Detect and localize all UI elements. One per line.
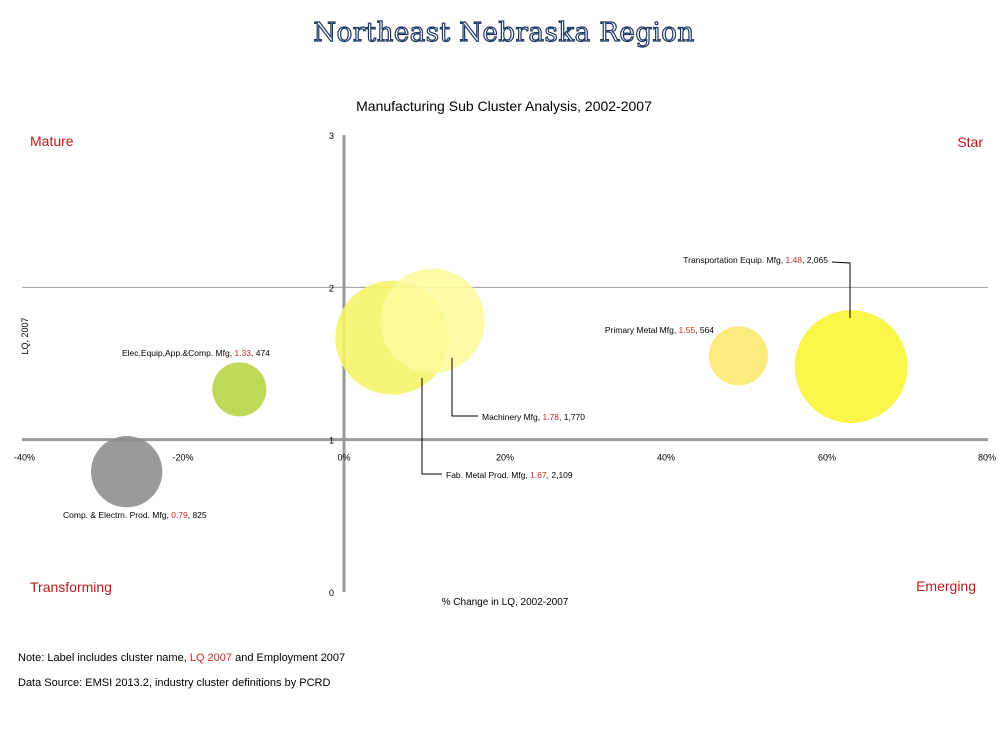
- bubble: [708, 326, 768, 386]
- bubble-label: Primary Metal Mfg, 1.55, 564: [605, 325, 714, 335]
- data-labels: Transportation Equip. Mfg, 1.48, 2,065 Pr…: [63, 255, 828, 520]
- bubble-label: Transportation Equip. Mfg, 1.48, 2,065: [683, 255, 828, 265]
- quadrant-emerging: Emerging: [916, 578, 976, 594]
- chart-title: Manufacturing Sub Cluster Analysis, 2002…: [356, 98, 652, 114]
- tick-labels: -40% -20% 0% 20% 40% 60% 80% 0 1 2 3: [14, 131, 996, 598]
- leader-line: [831, 261, 851, 318]
- note-lq: LQ 2007: [189, 652, 233, 664]
- x-tick-label: 0%: [337, 453, 350, 463]
- bubble: [90, 436, 163, 508]
- leader-line: [421, 378, 442, 475]
- x-tick-label: 40%: [657, 453, 675, 463]
- region-title: Northeast Nebraska Region: [313, 17, 695, 48]
- note-suffix: and Employment 2007: [235, 652, 346, 664]
- bubble-label: Comp. & Electrn. Prod. Mfg, 0.79, 825: [63, 510, 207, 520]
- bubble-label: Fab. Metal Prod. Mfg, 1.67, 2,109: [446, 470, 573, 480]
- leader-line: [451, 358, 478, 417]
- y-tick-label: 1: [329, 436, 334, 446]
- bubble: [794, 310, 908, 423]
- bubble-label: Machinery Mfg, 1.78, 1,770: [482, 412, 585, 422]
- x-tick-label: 20%: [496, 453, 514, 463]
- bubble: [380, 268, 485, 374]
- note-prefix: Note: Label includes cluster name,: [18, 652, 187, 664]
- quadrant-mature: Mature: [30, 133, 74, 149]
- leader-lines: [421, 261, 851, 475]
- x-tick-label: -20%: [172, 453, 193, 463]
- y-tick-label: 2: [329, 283, 334, 293]
- x-tick-label: 80%: [978, 453, 996, 463]
- bubble-label: Elec.Equip,App.&Comp. Mfg, 1.33, 474: [122, 348, 270, 358]
- x-tick-label: -40%: [14, 453, 35, 463]
- x-tick-label: 60%: [818, 453, 836, 463]
- note-line: Note: Label includes cluster name, LQ 20…: [18, 652, 345, 664]
- bubble: [212, 362, 267, 417]
- quadrant-transforming: Transforming: [30, 579, 112, 595]
- y-tick-label: 3: [329, 131, 334, 141]
- bubbles: [90, 268, 908, 508]
- y-tick-label: 0: [329, 588, 334, 598]
- x-axis-label: % Change in LQ, 2002-2007: [442, 597, 569, 608]
- quadrant-star: Star: [957, 134, 983, 150]
- y-axis-label: LQ, 2007: [20, 317, 30, 354]
- data-source: Data Source: EMSI 2013.2, industry clust…: [18, 677, 331, 689]
